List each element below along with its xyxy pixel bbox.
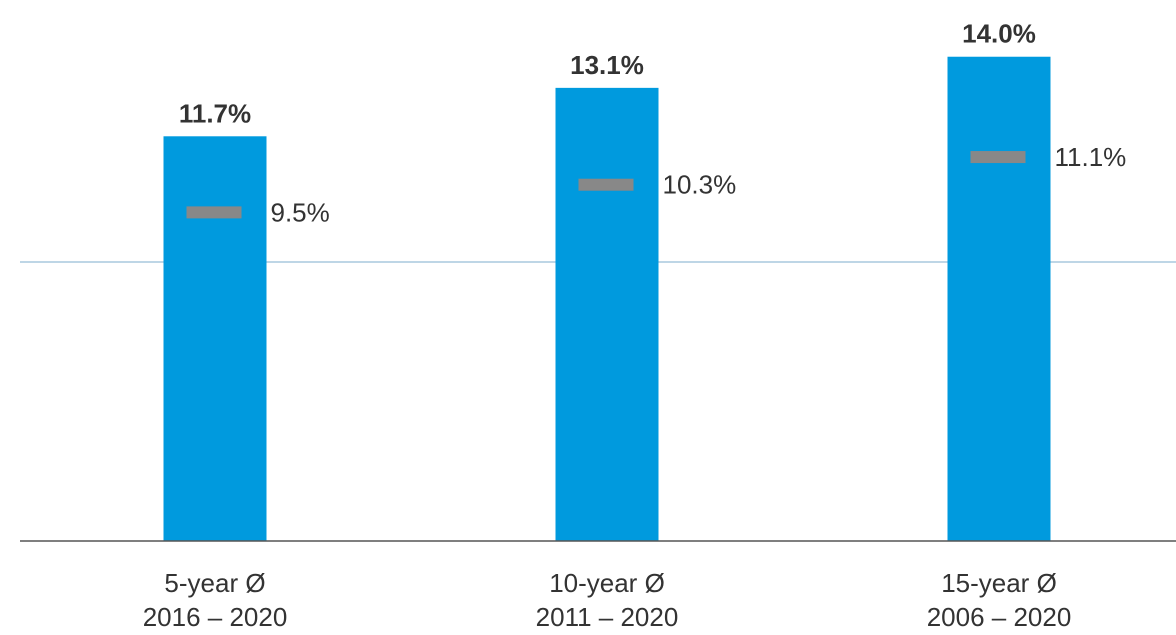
bar-value-label: 14.0% [962, 19, 1036, 49]
category-tick-label: 5-year Ø [164, 568, 265, 598]
bar [163, 136, 267, 541]
marker-value-label: 11.1% [1055, 142, 1127, 172]
bar [947, 56, 1051, 541]
marker [578, 178, 634, 191]
bar [555, 87, 659, 542]
category-period-label: 2006 – 2020 [927, 602, 1072, 632]
category-period-label: 2011 – 2020 [536, 602, 679, 632]
category-period-label: 2016 – 2020 [143, 602, 288, 632]
category-tick-label: 10-year Ø [549, 568, 665, 598]
marker [186, 206, 242, 219]
category-tick-label: 15-year Ø [941, 568, 1057, 598]
marker [970, 151, 1026, 164]
bar-value-label: 11.7% [179, 98, 251, 128]
marker-value-label: 9.5% [271, 197, 330, 227]
marker-value-label: 10.3% [663, 170, 737, 200]
bar-value-label: 13.1% [570, 50, 644, 80]
